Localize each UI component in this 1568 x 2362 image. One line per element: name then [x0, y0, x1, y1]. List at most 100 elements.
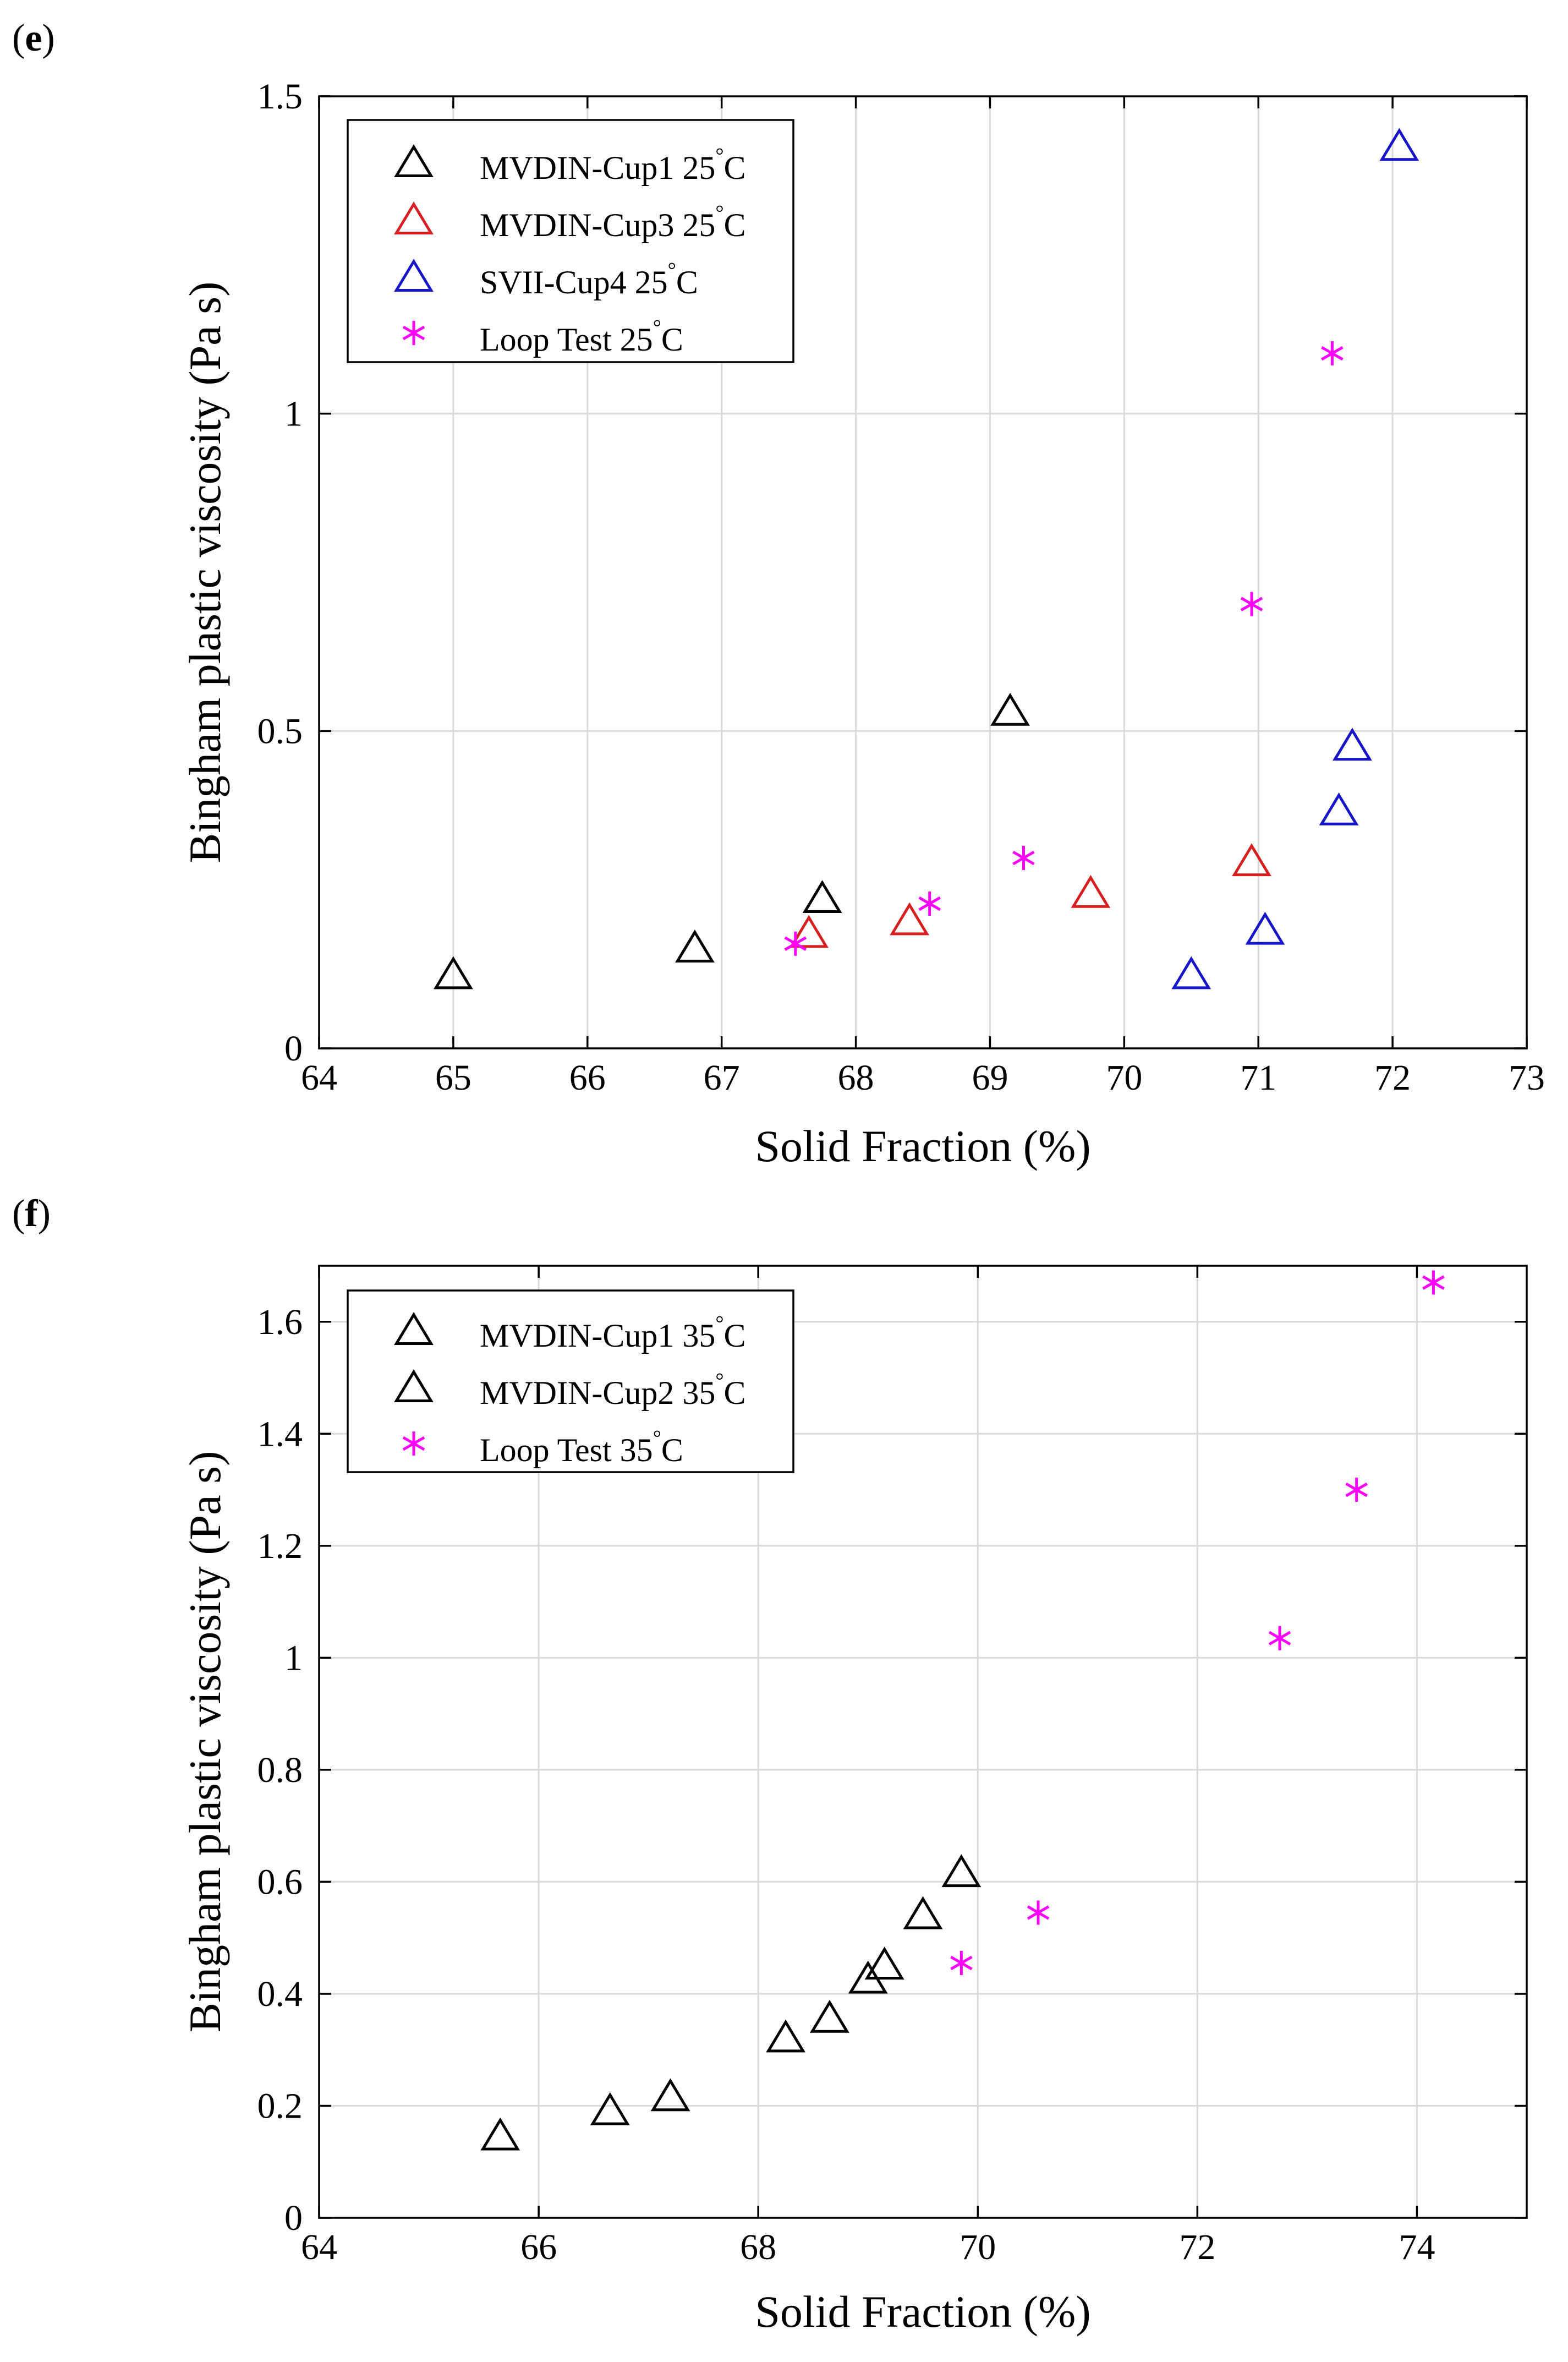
x-tick-label: 64	[301, 2227, 337, 2267]
series-mvdin-cup1-25	[433, 692, 1030, 989]
data-point-triangle	[590, 2092, 630, 2125]
data-point-triangle	[903, 1896, 943, 1929]
x-tick-label: 71	[1240, 1058, 1276, 1098]
legend-entry-unit: C	[724, 1317, 746, 1354]
y-tick-label: 1	[284, 1638, 303, 1678]
data-point-triangle	[890, 902, 930, 936]
x-tick-label: 72	[1374, 1058, 1411, 1098]
series-loop-test-35	[950, 1270, 1445, 1975]
x-tick-label: 73	[1509, 1058, 1545, 1098]
y-tick-label: 0.2	[257, 2086, 303, 2126]
legend-entry: MVDIN-Cup1 35°C	[480, 1312, 746, 1354]
panel-label: (e)	[12, 17, 55, 59]
data-point-triangle	[864, 1947, 904, 1980]
degree-sign: °	[653, 316, 661, 339]
legend-entry-unit: C	[724, 1375, 746, 1411]
legend-entry: MVDIN-Cup2 35°C	[480, 1369, 746, 1411]
legend-entry: Loop Test 35°C	[480, 1426, 683, 1468]
x-tick-label: 68	[838, 1058, 874, 1098]
legend-entry: SVII-Cup4 25°C	[480, 259, 698, 300]
legend-entry-name: Loop Test 25	[480, 321, 653, 358]
degree-sign: °	[715, 144, 723, 167]
degree-sign: °	[715, 201, 723, 225]
legend-entry-name: MVDIN-Cup1 35	[480, 1317, 715, 1354]
legend-entry-name: SVII-Cup4 25	[480, 264, 668, 300]
data-point-triangle	[789, 915, 829, 948]
legend-marker-triangle	[394, 259, 434, 292]
panel-letter: e	[25, 17, 42, 59]
legend-entry-unit: C	[661, 1432, 683, 1468]
y-tick-label: 0	[284, 1029, 303, 1069]
data-point-asterisk	[918, 892, 941, 916]
legend-entry-unit: C	[724, 207, 746, 243]
x-tick-label: 70	[1106, 1058, 1142, 1098]
legend-marker-asterisk	[402, 321, 425, 345]
legend-marker-triangle	[394, 201, 434, 234]
y-tick-label: 1.5	[257, 76, 303, 117]
x-tick-label: 64	[301, 1058, 337, 1098]
data-point-triangle	[1171, 956, 1211, 989]
degree-sign: °	[715, 1312, 723, 1335]
x-tick-label: 70	[960, 2227, 996, 2267]
data-point-triangle	[1245, 911, 1285, 945]
data-point-asterisk	[950, 1950, 973, 1975]
data-point-triangle	[1232, 843, 1271, 877]
x-axis-label: Solid Fraction (%)	[755, 1121, 1090, 1171]
series-mvdin-cup1-35	[480, 1947, 904, 2151]
data-point-asterisk	[1240, 592, 1263, 616]
data-point-triangle	[1319, 792, 1359, 825]
degree-sign: °	[715, 1369, 723, 1392]
y-tick-label: 1	[284, 394, 303, 434]
panel-letter: f	[25, 1193, 38, 1235]
data-point-asterisk	[1422, 1270, 1445, 1295]
degree-sign: °	[653, 1426, 661, 1450]
legend-entry-name: MVDIN-Cup1 25	[480, 150, 715, 186]
series-mvdin-cup3-25	[789, 843, 1271, 948]
data-point-asterisk	[1027, 1900, 1050, 1925]
legend-entry: Loop Test 25°C	[480, 316, 683, 358]
x-tick-label: 72	[1179, 2227, 1215, 2267]
legend-marker-triangle	[394, 144, 434, 177]
y-tick-label: 0	[284, 2198, 303, 2238]
plot-frame	[318, 95, 1528, 1049]
data-point-asterisk	[1345, 1478, 1368, 1502]
legend-marker-triangle	[394, 1369, 434, 1402]
data-point-triangle	[433, 956, 473, 989]
panel-label: (f)	[12, 1193, 51, 1235]
data-point-triangle	[480, 2117, 520, 2151]
series-svii-cup4-25	[1171, 128, 1419, 989]
legend-entry-name: MVDIN-Cup3 25	[480, 207, 715, 243]
y-axis-label: Bingham plastic viscosity (Pa s)	[180, 282, 230, 863]
data-point-asterisk	[1268, 1626, 1291, 1650]
data-point-triangle	[650, 2078, 690, 2112]
legend-entry-name: MVDIN-Cup2 35	[480, 1375, 715, 1411]
y-tick-label: 1.2	[257, 1526, 303, 1566]
legend-box	[347, 1289, 794, 1473]
series-mvdin-cup2-35	[903, 1854, 982, 1929]
x-tick-label: 66	[569, 1058, 606, 1098]
data-point-triangle	[1071, 874, 1111, 908]
y-tick-label: 0.6	[257, 1862, 303, 1902]
legend-entry: MVDIN-Cup3 25°C	[480, 201, 746, 243]
legend-entry: MVDIN-Cup1 25°C	[480, 144, 746, 186]
data-point-triangle	[766, 2019, 805, 2053]
series-loop-test-25	[784, 341, 1344, 956]
data-point-asterisk	[784, 931, 807, 956]
y-tick-label: 0.4	[257, 1974, 303, 2014]
y-tick-label: 1.6	[257, 1302, 303, 1342]
data-point-triangle	[990, 692, 1030, 726]
legend-entry-unit: C	[676, 264, 698, 300]
legend-entry-unit: C	[724, 150, 746, 186]
data-point-triangle	[1333, 728, 1372, 761]
x-tick-label: 68	[740, 2227, 776, 2267]
legend-entry-name: Loop Test 35	[480, 1432, 653, 1468]
x-tick-label: 66	[520, 2227, 557, 2267]
x-tick-label: 69	[972, 1058, 1008, 1098]
x-tick-label: 65	[435, 1058, 472, 1098]
chart-panel-e: (e) 64 65 66 67 68 69 70 71 72 73 0 0.5 1 1.5 Solid Fra…	[12, 17, 1545, 1171]
data-point-triangle	[809, 1999, 849, 2033]
legend-marker-asterisk	[402, 1431, 425, 1456]
